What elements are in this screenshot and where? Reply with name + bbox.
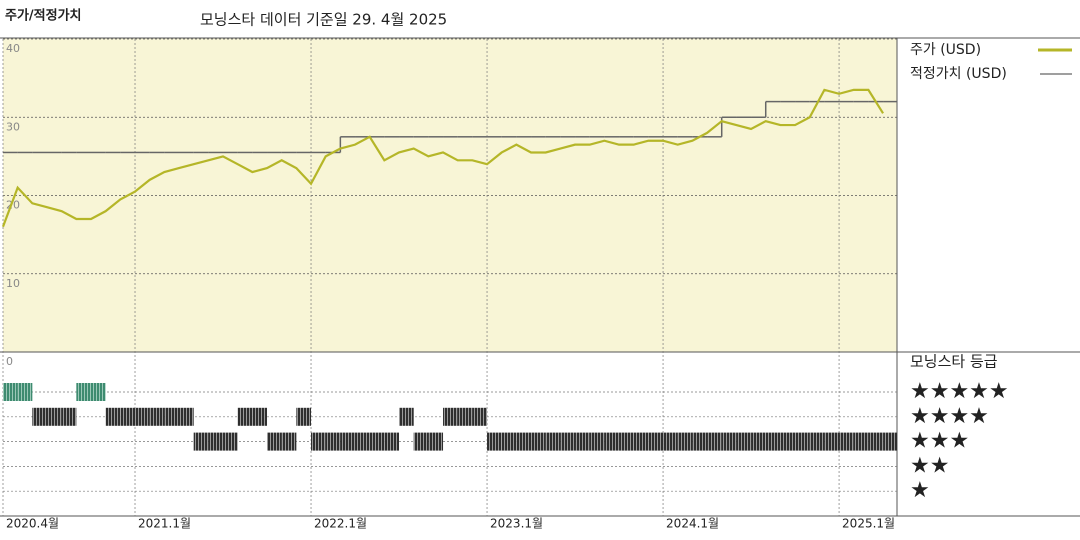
rating-bar [516,432,532,451]
rating-bar [443,407,458,426]
rating-bar [692,432,708,451]
x-tick-label: 2023.1월 [490,517,543,531]
rating-bar [237,407,253,426]
x-tick-label: 2021.1월 [138,517,191,531]
rating-bar [208,432,224,451]
rating-bar [193,432,209,451]
rating-bar [560,432,576,451]
plot-background [3,38,897,352]
rating-bar [384,432,400,451]
y-tick-label: 30 [6,120,20,133]
rating-bar [707,432,722,451]
rating-bar [164,407,180,426]
rating-bar [325,432,341,451]
rating-bar [575,432,590,451]
rating-bar [399,407,414,426]
rating-bar [355,432,370,451]
rating-bar [604,432,620,451]
rating-legend-stars: ★★★ [910,429,969,454]
rating-bar [311,432,326,451]
rating-bar [149,407,165,426]
y-tick-label: 40 [6,42,20,55]
price-line [1,88,884,228]
rating-bar [472,407,488,426]
rating-bar [545,432,561,451]
rating-bar [340,432,356,451]
rating-bar [120,407,136,426]
rating-legend-stars: ★ [910,478,930,503]
rating-bar [487,432,502,451]
rating-bar [32,407,48,426]
rating-bar [677,432,693,451]
rating-bar [765,432,781,451]
rating-bar [457,407,473,426]
chart-subtitle: 모닝스타 데이터 기준일 29. 4월 2025 [200,11,447,29]
rating-bar [105,407,121,426]
rating-bar [428,432,444,451]
rating-bar [809,432,825,451]
rating-bar [501,432,517,451]
x-tick-label: 2020.4월 [6,517,59,531]
rating-bar [795,432,810,451]
rating-bar [369,432,385,451]
rating-bar [281,432,297,451]
x-tick-label: 2024.1월 [666,517,719,531]
y-tick-label: 10 [6,277,20,290]
rating-bar [780,432,796,451]
rating-bar [531,432,546,451]
rating-bar [883,432,897,451]
rating-bar [736,432,752,451]
rating-bar [413,432,429,451]
chart-title: 주가/적정가치 [5,8,82,24]
rating-bar [839,432,854,451]
rating-bar [223,432,238,451]
rating-bar [721,432,737,451]
rating-bar [633,432,649,451]
rating-bar [619,432,634,451]
legend-label: 적정가치 (USD) [910,66,1007,82]
rating-bar [61,407,77,426]
rating-bar [179,407,194,426]
rating-bar [3,383,18,401]
x-tick-label: 2022.1월 [314,517,367,531]
rating-bar [868,432,884,451]
rating-title: 모닝스타 등급 [910,353,998,371]
rating-legend-stars: ★★★★ [910,404,989,429]
rating-bar [853,432,869,451]
rating-bar [648,432,664,451]
rating-bar [824,432,840,451]
y-tick-label: 0 [6,355,13,368]
rating-bar [589,432,605,451]
legend-label: 주가 (USD) [910,42,981,58]
rating-bar [751,432,766,451]
rating-bar [17,383,33,401]
rating-bar [91,383,106,401]
rating-bar [267,432,282,451]
rating-bar [135,407,150,426]
rating-bar [47,407,62,426]
rating-bar [663,432,678,451]
x-tick-label: 2025.1월 [842,517,895,531]
rating-legend-stars: ★★ [910,453,949,478]
rating-bar [252,407,268,426]
rating-bar [76,383,92,401]
rating-legend-stars: ★★★★★ [910,379,1009,404]
rating-bar [296,407,312,426]
